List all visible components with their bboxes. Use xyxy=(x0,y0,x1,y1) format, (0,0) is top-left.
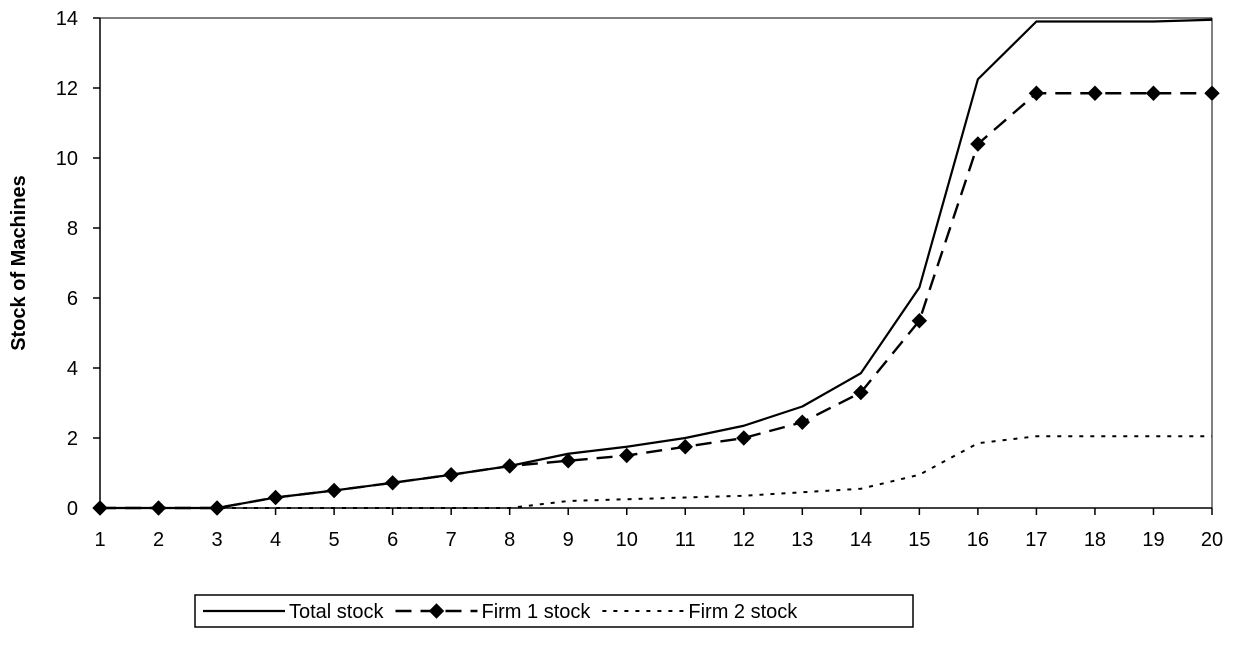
x-tick-label: 13 xyxy=(791,529,813,551)
legend: Total stock Firm 1 stock Firm 2 stock xyxy=(194,594,914,628)
y-tick-label: 0 xyxy=(67,498,78,520)
data-point-marker xyxy=(267,489,284,506)
data-point-marker xyxy=(1145,85,1162,101)
data-point-marker xyxy=(911,313,928,329)
series-2 xyxy=(92,85,1220,516)
y-tick-label: 6 xyxy=(67,288,78,310)
y-tick-label: 4 xyxy=(67,358,78,380)
legend-box xyxy=(194,594,914,628)
data-point-marker xyxy=(736,430,752,446)
x-tick-label: 11 xyxy=(675,529,696,551)
x-tick-label: 17 xyxy=(1025,529,1047,551)
data-point-marker xyxy=(326,482,342,499)
data-point-marker xyxy=(560,453,576,469)
data-point-marker xyxy=(1028,85,1045,101)
data-point-marker xyxy=(1087,85,1103,101)
legend-label: Firm 1 stock xyxy=(481,601,591,623)
x-tick-label: 18 xyxy=(1084,529,1106,551)
x-tick-label: 5 xyxy=(329,529,340,551)
x-tick-label: 6 xyxy=(387,529,398,551)
legend-label: Total stock xyxy=(289,601,384,623)
x-tick-label: 19 xyxy=(1142,529,1164,551)
x-tick-label: 20 xyxy=(1201,529,1223,551)
x-tick-label: 12 xyxy=(733,529,755,551)
data-point-marker xyxy=(209,500,225,516)
data-point-marker xyxy=(794,414,811,430)
plot-area xyxy=(100,18,1212,508)
data-point-marker xyxy=(970,136,986,152)
x-tick-label: 2 xyxy=(153,529,164,551)
data-point-marker xyxy=(384,475,401,491)
x-tick-label: 3 xyxy=(211,529,222,551)
y-axis-title: Stock of Machines xyxy=(8,175,30,351)
data-point-marker xyxy=(501,458,518,474)
x-tick-label: 10 xyxy=(616,529,638,551)
x-tick-label: 16 xyxy=(967,529,989,551)
y-tick-label: 14 xyxy=(56,8,78,30)
y-tick-label: 10 xyxy=(56,148,78,170)
data-point-marker xyxy=(443,467,459,483)
series-3 xyxy=(100,435,1212,509)
y-tick-label: 12 xyxy=(56,78,78,100)
x-tick-label: 1 xyxy=(94,529,105,551)
legend-label: Firm 2 stock xyxy=(688,601,798,623)
x-tick-label: 14 xyxy=(850,529,872,551)
series-line xyxy=(100,435,1212,509)
y-tick-label: 2 xyxy=(67,428,78,450)
x-tick-label: 8 xyxy=(504,529,515,551)
legend-marker xyxy=(428,603,445,619)
series-layer xyxy=(92,18,1220,516)
series-line xyxy=(100,92,1212,510)
y-tick-label: 8 xyxy=(67,218,78,240)
data-point-marker xyxy=(619,447,635,464)
x-tick-label: 7 xyxy=(446,529,457,551)
data-point-marker xyxy=(1204,85,1220,101)
x-tick-label: 4 xyxy=(270,529,281,551)
data-point-marker xyxy=(677,439,693,455)
data-point-marker xyxy=(853,384,869,401)
x-tick-label: 9 xyxy=(563,529,574,551)
x-tick-label: 15 xyxy=(908,529,930,551)
